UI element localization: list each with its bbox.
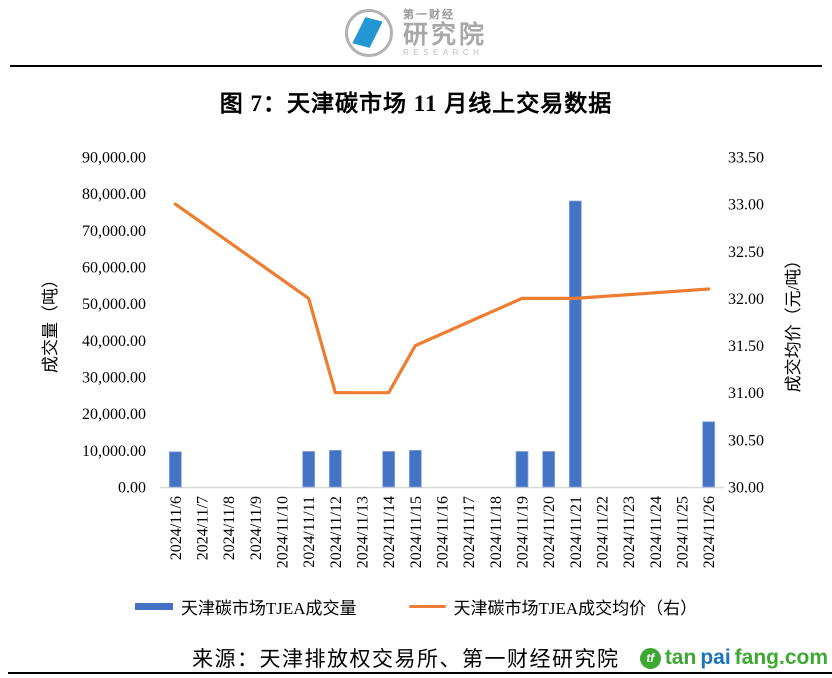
legend-item-volume: 天津碳市场TJEA成交量 <box>134 594 357 619</box>
left-axis-tick: 80,000.00 <box>82 186 146 203</box>
left-axis-tick: 0.00 <box>118 480 146 497</box>
left-axis-title: 成交量（吨） <box>41 271 60 373</box>
legend-item-price: 天津碳市场TJEA成交均价（右） <box>408 594 698 619</box>
logo-text: 第一财经 研究院 RESEARCH <box>402 8 487 57</box>
x-axis-tick: 2024/11/7 <box>195 496 212 560</box>
x-axis-tick: 2024/11/19 <box>515 496 532 568</box>
left-axis-tick: 70,000.00 <box>82 223 146 240</box>
right-axis-tick: 32.00 <box>728 291 764 308</box>
volume-bar <box>382 451 396 488</box>
x-axis-tick: 2024/11/6 <box>168 496 185 560</box>
chart-title: 图 7：天津碳市场 11 月线上交易数据 <box>219 91 613 116</box>
logo-research-label: RESEARCH <box>402 47 484 57</box>
chart-plot-area: 90,000.00 80,000.00 70,000.00 60,000.00 50,0… <box>41 150 803 569</box>
right-axis-tick: 30.50 <box>728 432 764 449</box>
logo-brand-name: 第一财经 <box>402 8 455 21</box>
x-axis-tick: 2024/11/13 <box>355 496 372 568</box>
right-axis-tick: 31.50 <box>728 338 764 355</box>
volume-bar <box>302 451 316 488</box>
right-axis-title: 成交均价（元/吨） <box>784 252 803 393</box>
volume-bar <box>328 449 342 488</box>
left-axis-tick: 20,000.00 <box>82 406 146 423</box>
price-legend-swatch <box>408 604 446 609</box>
x-axis-tick: 2024/11/20 <box>541 496 558 568</box>
logo-institute-name: 研究院 <box>402 21 487 49</box>
right-axis-tick: 33.50 <box>728 150 764 167</box>
tanpaifang-watermark: tf tan pai fang.com <box>639 646 828 670</box>
watermark-text-fang: fang.com <box>734 646 828 669</box>
left-axis-tick: 90,000.00 <box>82 150 146 167</box>
volume-bar <box>542 451 556 488</box>
chart-legend: 天津碳市场TJEA成交量 天津碳市场TJEA成交均价（右） <box>0 594 832 619</box>
left-axis-tick: 60,000.00 <box>82 260 146 277</box>
right-axis-tick: 31.00 <box>728 385 764 402</box>
x-axis-tick: 2024/11/17 <box>461 496 478 568</box>
x-axis-tick: 2024/11/10 <box>275 496 292 568</box>
x-axis-tick: 2024/11/15 <box>408 496 425 568</box>
price-legend-label: 天津碳市场TJEA成交均价（右） <box>453 599 698 618</box>
yicai-research-logo: 第一财经 研究院 RESEARCH <box>0 4 832 62</box>
volume-bar <box>408 449 422 488</box>
x-axis-tick: 2024/11/12 <box>328 496 345 568</box>
x-axis-tick: 2024/11/14 <box>381 496 398 568</box>
volume-bar <box>168 451 182 488</box>
x-axis-tick: 2024/11/8 <box>221 496 238 560</box>
x-axis-tick: 2024/11/9 <box>248 496 265 560</box>
x-axis-tick: 2024/11/22 <box>595 496 612 568</box>
watermark-text-pai: pai <box>700 646 731 669</box>
footer-divider <box>8 672 832 674</box>
watermark-text-tan: tan <box>664 646 697 669</box>
header-divider <box>10 65 822 67</box>
x-axis-tick: 2024/11/26 <box>701 496 718 568</box>
volume-legend-label: 天津碳市场TJEA成交量 <box>180 599 357 618</box>
x-axis-tick: 2024/11/21 <box>568 496 585 568</box>
yicai-logo-icon <box>344 9 393 57</box>
x-axis-tick: 2024/11/11 <box>301 496 318 568</box>
volume-bar <box>515 451 529 488</box>
x-axis-tick: 2024/11/23 <box>621 496 638 568</box>
right-axis-tick: 32.50 <box>728 244 764 261</box>
x-axis-tick: 2024/11/24 <box>648 496 665 568</box>
source-text: 来源：天津排放权交易所、第一财经研究院 <box>192 647 620 671</box>
x-axis-tick: 2024/11/18 <box>488 496 505 568</box>
x-axis-tick: 2024/11/25 <box>675 496 692 568</box>
left-axis-tick: 50,000.00 <box>82 296 146 313</box>
left-axis-tick: 40,000.00 <box>82 333 146 350</box>
tanpaifang-icon: tf <box>639 647 661 669</box>
volume-legend-swatch <box>134 603 173 610</box>
x-axis-tick: 2024/11/16 <box>435 496 452 568</box>
volume-bar <box>702 421 716 488</box>
price-line <box>173 202 711 395</box>
left-axis-tick: 30,000.00 <box>82 370 146 387</box>
right-axis-tick: 30.00 <box>728 480 764 497</box>
right-axis-tick: 33.00 <box>728 197 764 214</box>
left-axis-tick: 10,000.00 <box>82 443 146 460</box>
volume-bar <box>568 200 582 488</box>
